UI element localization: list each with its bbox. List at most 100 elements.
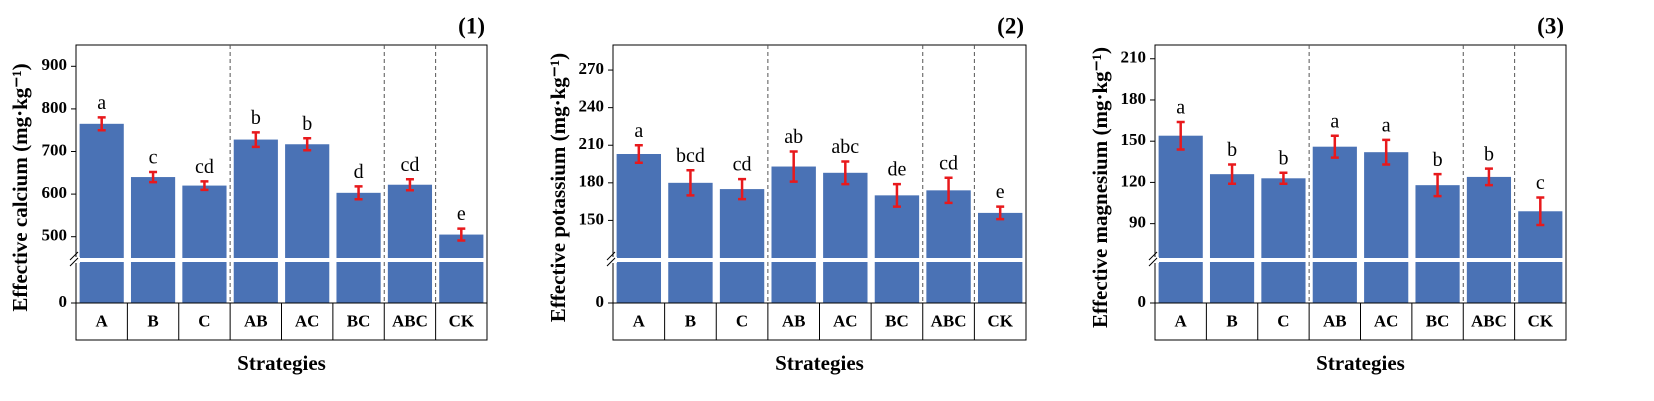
bar [874, 195, 920, 303]
x-tick-label: CK [987, 311, 1013, 330]
x-tick-label: C [198, 311, 210, 330]
error-bar [1536, 196, 1545, 227]
x-tick-label: AC [833, 311, 858, 330]
bar [1415, 185, 1460, 303]
significance-letter: b [251, 107, 261, 129]
bar [1158, 135, 1203, 303]
bar [387, 184, 433, 303]
x-tick-label: CK [449, 311, 475, 330]
error-bar [738, 177, 747, 201]
error-bar [634, 143, 643, 165]
error-bar [944, 176, 953, 205]
y-tick-label: 700 [42, 140, 68, 159]
x-tick-label: C [1277, 311, 1289, 330]
significance-letter: b [1227, 139, 1237, 161]
bar [1312, 146, 1357, 303]
bar [823, 172, 868, 303]
x-tick-label: ABC [392, 311, 428, 330]
error-bar [1433, 172, 1442, 198]
x-tick-label: AB [782, 311, 806, 330]
y-tick-label: 0 [59, 292, 68, 311]
bar [1518, 211, 1563, 303]
significance-letter: cd [400, 154, 419, 176]
y-tick-label: 180 [1121, 89, 1147, 108]
error-bar [892, 182, 901, 208]
significance-letter: c [149, 147, 158, 169]
error-bar [686, 169, 695, 197]
bar [336, 192, 381, 303]
x-tick-label: C [736, 311, 748, 330]
x-tick-label: B [685, 311, 696, 330]
significance-letter: b [1278, 147, 1288, 169]
x-tick-label: ABC [1471, 311, 1507, 330]
axis-break [1156, 258, 1565, 262]
x-tick-label: AC [295, 311, 320, 330]
x-tick-label: AC [1374, 311, 1399, 330]
y-tick-label: 210 [579, 134, 605, 153]
error-bar [405, 177, 414, 192]
error-bar [1382, 138, 1391, 166]
bar [926, 190, 971, 303]
y-tick-label: 0 [1138, 292, 1147, 311]
axis-break [614, 258, 1025, 262]
x-axis-label: Strategies [1316, 351, 1405, 375]
bar [977, 212, 1023, 303]
significance-letter: ab [784, 126, 803, 148]
y-tick-label: 800 [42, 98, 68, 117]
significance-letter: de [887, 159, 906, 181]
significance-letter: c [1536, 172, 1545, 194]
bar [616, 154, 662, 303]
significance-letter: b [1433, 149, 1443, 171]
error-bar [251, 131, 260, 149]
error-bar [1228, 163, 1237, 186]
x-tick-label: CK [1528, 311, 1554, 330]
significance-letter: b [1484, 143, 1494, 165]
y-tick-label: 600 [42, 183, 68, 202]
bar [285, 144, 330, 303]
y-tick-label: 240 [579, 97, 605, 116]
axis-break [77, 258, 486, 262]
bar [668, 182, 713, 303]
bar [719, 189, 765, 303]
significance-letter: e [996, 181, 1005, 203]
panel-label: (1) [458, 13, 485, 38]
significance-letter: cd [939, 152, 958, 174]
y-axis-label: Effective potassium (mg·kg⁻¹) [546, 53, 570, 322]
error-bar [1330, 134, 1339, 159]
y-tick-label: 210 [1121, 48, 1147, 67]
significance-letter: abc [831, 136, 859, 158]
y-tick-label: 500 [42, 226, 68, 245]
x-tick-label: BC [1426, 311, 1450, 330]
error-bar [303, 137, 312, 152]
significance-letter: e [457, 203, 466, 225]
y-tick-label: 150 [1121, 130, 1147, 149]
x-axis-label: Strategies [237, 351, 326, 375]
significance-letter: cd [195, 156, 214, 178]
y-tick-label: 180 [579, 172, 605, 191]
error-bar [354, 185, 363, 201]
significance-letter: cd [733, 154, 752, 176]
x-tick-label: B [147, 311, 158, 330]
panel-label: (3) [1537, 13, 1564, 38]
bar [1261, 178, 1306, 303]
y-tick-label: 270 [579, 59, 605, 78]
bar [1209, 174, 1255, 303]
significance-letter: bcd [676, 145, 705, 167]
significance-letter: a [1382, 114, 1391, 136]
error-bar [200, 180, 209, 192]
axis-break-mark [606, 251, 616, 267]
significance-letter: d [354, 161, 364, 183]
error-bar [457, 227, 466, 242]
error-bar [1484, 167, 1493, 187]
panel-label: (2) [997, 13, 1024, 38]
axis-break-mark [69, 251, 79, 267]
significance-letter: a [1330, 110, 1339, 132]
bar [771, 166, 816, 303]
y-tick-label: 900 [42, 55, 68, 74]
x-tick-label: A [633, 311, 646, 330]
x-tick-label: A [1175, 311, 1188, 330]
bar [439, 234, 484, 303]
bar [1364, 152, 1409, 303]
bar [79, 123, 124, 303]
